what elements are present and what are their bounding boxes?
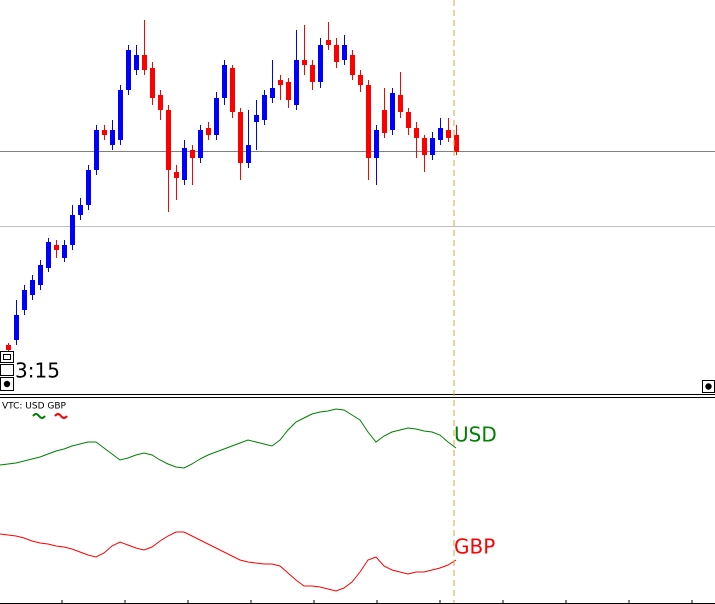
legend-icon <box>54 413 68 419</box>
candle-body <box>174 172 179 178</box>
candle-body <box>430 138 435 155</box>
candle-body <box>150 68 155 98</box>
candle-body <box>30 280 35 295</box>
candle-body <box>158 95 163 110</box>
candle-body <box>326 40 331 45</box>
candle-body <box>294 60 299 105</box>
indicator-title: VTC: USD GBP <box>2 402 67 412</box>
candle-body <box>118 90 123 140</box>
candle-body <box>54 245 59 250</box>
candle-body <box>222 65 227 98</box>
candle-body <box>366 85 371 158</box>
candle-body <box>102 130 107 135</box>
button-icon <box>705 383 712 390</box>
candle-body <box>166 110 171 170</box>
candle-body <box>374 130 379 158</box>
candle-body <box>142 55 147 70</box>
candle-body <box>422 138 427 155</box>
candle-body <box>86 170 91 205</box>
candle-body <box>454 135 459 152</box>
candle-body <box>126 50 131 90</box>
candle-body <box>334 45 339 62</box>
candle-body <box>406 112 411 128</box>
indicator-line <box>0 531 457 592</box>
candle-body <box>350 55 355 75</box>
candle-body <box>6 345 11 350</box>
candle-body <box>94 130 99 170</box>
candle-body <box>206 128 211 135</box>
right-button[interactable] <box>702 380 715 393</box>
candle-body <box>398 95 403 112</box>
candle-body <box>78 205 83 215</box>
candle-body <box>446 130 451 138</box>
candle-body <box>358 75 363 85</box>
candle-body <box>46 242 51 268</box>
candle-body <box>438 128 443 140</box>
candle-body <box>22 290 27 310</box>
candle-body <box>254 115 259 122</box>
candle-body <box>134 55 139 70</box>
candle-body <box>230 68 235 112</box>
candle-body <box>190 150 195 158</box>
candle-body <box>342 45 347 60</box>
candle-body <box>198 130 203 158</box>
button-icon <box>3 354 11 360</box>
candle-body <box>310 65 315 82</box>
candle-body <box>182 148 187 180</box>
candle-body <box>390 93 395 130</box>
candle-body <box>62 245 67 258</box>
candle-body <box>262 95 267 120</box>
candle-body <box>238 112 243 163</box>
candle-body <box>38 265 43 285</box>
candle-body <box>14 315 19 340</box>
candle-body <box>414 128 419 138</box>
candle-body <box>286 82 291 100</box>
bar-timer: 3:15 <box>15 359 60 383</box>
series-label: GBP <box>454 535 495 559</box>
candle-body <box>246 145 251 163</box>
series-label: USD <box>454 423 497 447</box>
candle-body <box>318 45 323 82</box>
indicator-line <box>0 408 457 469</box>
button[interactable] <box>0 364 14 376</box>
candle-body <box>214 98 219 135</box>
legend-icon <box>32 413 46 419</box>
candle-body <box>382 110 387 133</box>
candle-body <box>270 88 275 98</box>
candle-body <box>70 215 75 245</box>
candle-body <box>302 60 307 65</box>
candle-body <box>110 130 115 145</box>
candle-body <box>278 80 283 85</box>
side-buttons[interactable] <box>0 351 14 391</box>
button-icon <box>3 380 11 388</box>
